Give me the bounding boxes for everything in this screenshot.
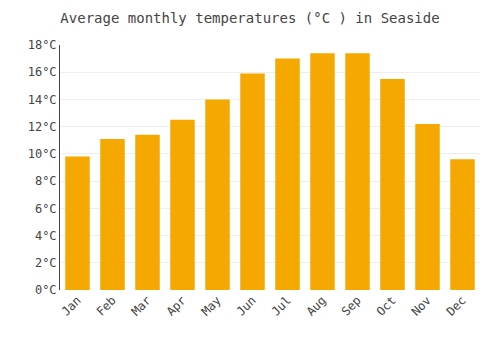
svg-text:14°C: 14°C — [28, 93, 57, 107]
svg-text:18°C: 18°C — [28, 38, 57, 52]
svg-text:Oct: Oct — [374, 293, 399, 318]
svg-text:8°C: 8°C — [35, 174, 57, 188]
svg-text:Aug: Aug — [304, 293, 329, 318]
svg-text:Dec: Dec — [444, 293, 469, 318]
svg-text:Jun: Jun — [234, 293, 259, 318]
svg-text:Apr: Apr — [164, 293, 189, 318]
svg-text:Feb: Feb — [94, 293, 119, 318]
svg-text:Average monthly temperatures (: Average monthly temperatures (°C ) in Se… — [60, 10, 439, 26]
svg-text:10°C: 10°C — [28, 147, 57, 161]
svg-text:Nov: Nov — [409, 293, 434, 318]
svg-text:4°C: 4°C — [35, 229, 57, 243]
svg-text:Mar: Mar — [129, 293, 154, 318]
svg-text:May: May — [199, 293, 224, 318]
svg-text:6°C: 6°C — [35, 202, 57, 216]
svg-text:16°C: 16°C — [28, 65, 57, 79]
svg-text:Jul: Jul — [269, 293, 294, 318]
svg-text:Sep: Sep — [339, 293, 364, 318]
svg-text:0°C: 0°C — [35, 283, 57, 297]
svg-text:12°C: 12°C — [28, 120, 57, 134]
svg-text:Jan: Jan — [59, 293, 84, 318]
svg-text:2°C: 2°C — [35, 256, 57, 270]
